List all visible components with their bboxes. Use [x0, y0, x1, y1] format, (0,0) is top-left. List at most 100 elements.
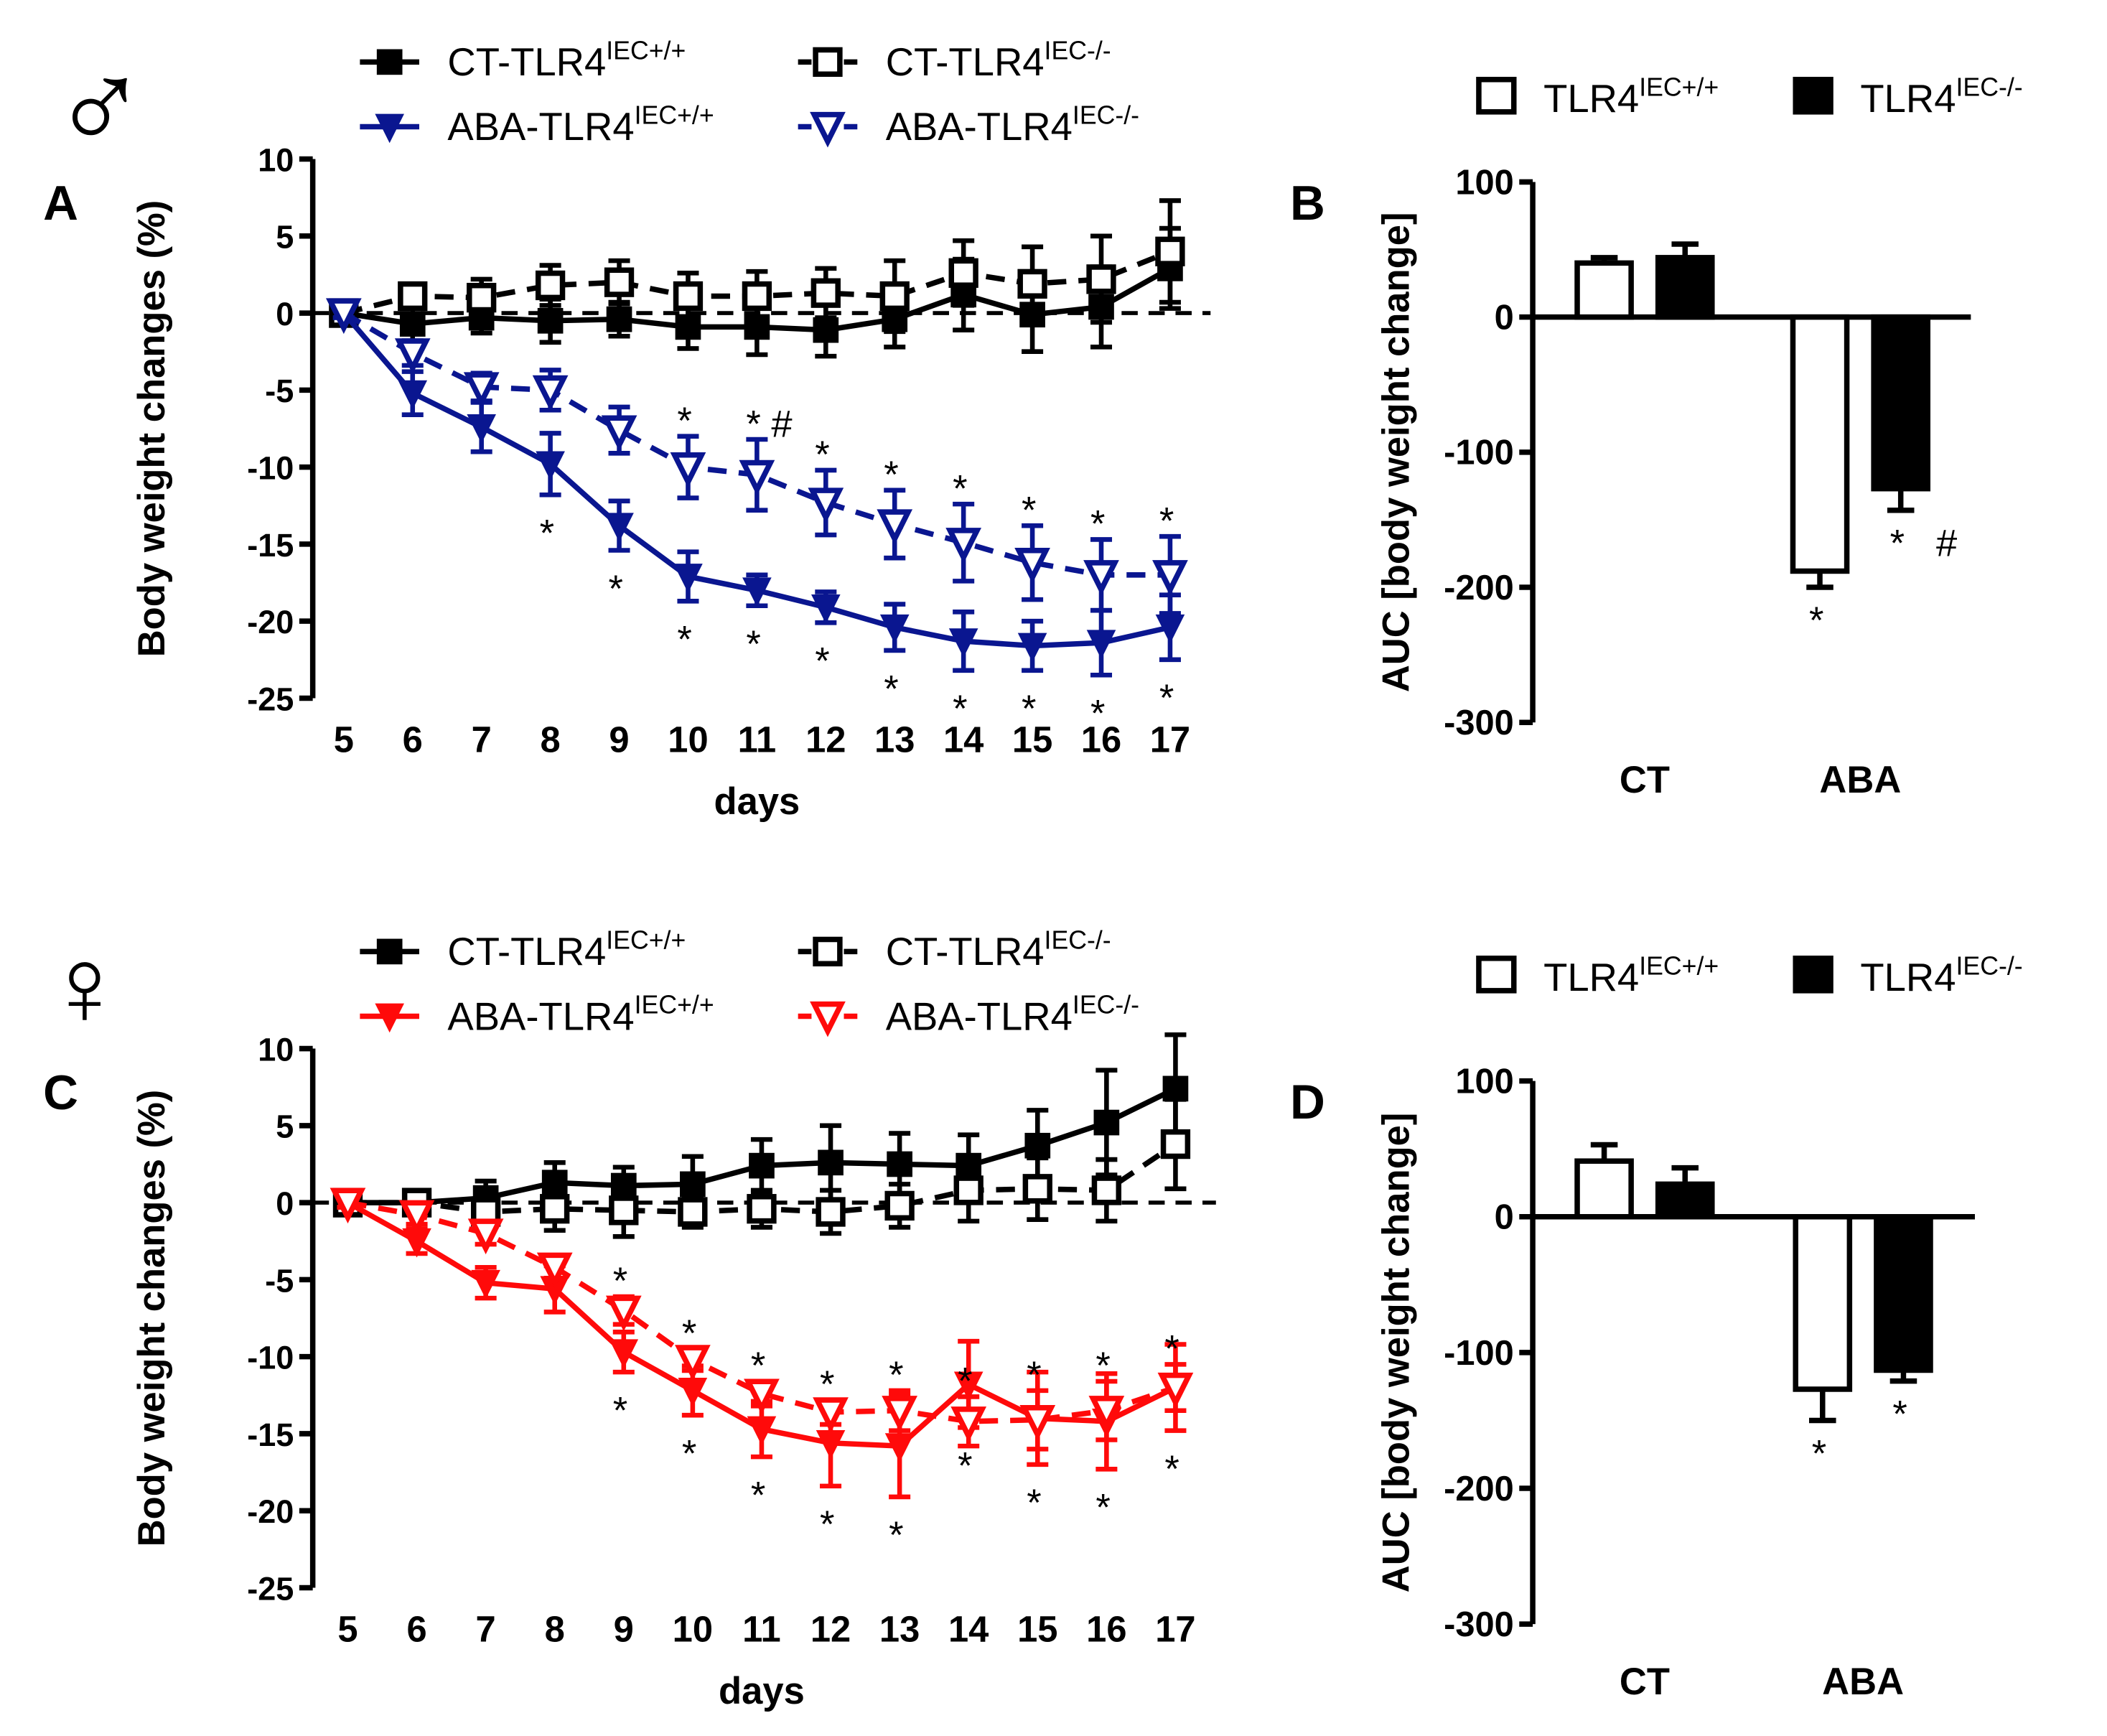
data-point	[1152, 560, 1188, 596]
data-point	[1019, 1404, 1056, 1441]
y-tick-label: -100	[1444, 434, 1514, 472]
legend-label: CT-TLR4IEC-/-	[886, 37, 1111, 85]
data-point	[810, 278, 841, 308]
data-point	[948, 628, 978, 658]
legend-label: ABA-TLR4IEC-/-	[886, 101, 1139, 149]
y-tick-label: -15	[247, 527, 294, 564]
series-aba-tlr4-iec-	[330, 1187, 1194, 1452]
y-tick-label: 100	[1455, 163, 1513, 202]
data-point	[884, 1190, 915, 1221]
y-tick-label: -5	[265, 373, 294, 409]
y-tick-label: -20	[247, 1493, 294, 1530]
panel-label: A	[43, 177, 78, 230]
data-point	[879, 281, 910, 312]
y-tick-label: -10	[247, 450, 294, 487]
y-tick-label: 0	[1495, 1198, 1514, 1237]
data-point	[398, 380, 428, 410]
legend-marker	[375, 1003, 404, 1033]
x-tick-label: 10	[673, 1609, 713, 1650]
x-category-label: ABA	[1819, 759, 1901, 801]
data-point	[606, 306, 632, 332]
significance-marker: *	[1095, 1345, 1110, 1387]
x-tick-label: 12	[805, 719, 846, 760]
y-axis-title: AUC [body weight change]	[1375, 213, 1417, 693]
bar	[1655, 255, 1715, 320]
x-tick-label: 10	[668, 719, 708, 760]
legend-label: ABA-TLR4IEC+/+	[447, 101, 714, 149]
significance-marker: *	[677, 619, 691, 661]
legend-label: CT-TLR4IEC-/-	[886, 926, 1111, 974]
data-point	[467, 1218, 504, 1255]
data-point	[953, 1371, 984, 1401]
significance-marker: *	[1027, 1354, 1041, 1396]
panel-b-bar-chart: 100 0 -100 -200 -300 AUC [body weight change]…	[1290, 73, 2023, 801]
data-point	[678, 1378, 708, 1407]
data-point	[536, 1252, 573, 1289]
y-tick-label: -100	[1444, 1334, 1514, 1373]
significance-marker: *	[953, 467, 967, 510]
data-point	[742, 577, 772, 607]
x-axis-title: days	[714, 780, 800, 823]
data-point	[816, 1197, 846, 1227]
y-tick-label: 0	[276, 296, 294, 332]
significance-marker: * #	[1890, 523, 1958, 565]
data-point	[535, 270, 566, 301]
bar	[1574, 1158, 1634, 1220]
significance-marker: *	[1027, 1482, 1041, 1524]
bar	[1655, 1181, 1715, 1220]
significance-marker: *	[1164, 1328, 1179, 1371]
data-point	[1014, 548, 1050, 584]
data-point	[813, 317, 839, 343]
panel-label: D	[1290, 1075, 1325, 1129]
y-axis-title: AUC [body weight change]	[1375, 1113, 1417, 1593]
y-tick-label: 5	[276, 1109, 294, 1145]
significance-marker: *	[820, 1503, 834, 1546]
data-point	[536, 451, 565, 481]
data-point	[1160, 1129, 1191, 1159]
legend-swatch	[1476, 77, 1517, 115]
significance-marker: *	[540, 513, 554, 555]
data-point	[680, 1171, 706, 1198]
y-tick-label: -20	[247, 604, 294, 640]
x-tick-label: 15	[1012, 719, 1052, 760]
x-tick-label: 6	[406, 1609, 426, 1650]
data-point	[747, 1194, 777, 1224]
significance-marker: *	[613, 1260, 627, 1302]
series-aba-tlr4-iec-	[333, 1190, 1190, 1500]
significance-marker: *	[1812, 1432, 1826, 1475]
x-tick-label: 15	[1017, 1609, 1057, 1650]
legend: CT-TLR4IEC+/+ CT-TLR4IEC-/- ABA-TLR4IEC+/+…	[360, 37, 1139, 149]
legend-swatch	[1793, 956, 1833, 994]
legend-label: TLR4IEC-/-	[1860, 73, 2022, 121]
significance-marker: *	[751, 1345, 765, 1387]
data-point	[742, 281, 772, 312]
data-point	[540, 1194, 570, 1224]
significance-marker: *	[677, 400, 691, 442]
legend: TLR4IEC+/+ TLR4IEC-/-	[1476, 73, 2023, 121]
x-tick-label: 16	[1086, 1609, 1126, 1650]
y-tick-label: 100	[1455, 1063, 1513, 1101]
significance-marker: *	[682, 1433, 696, 1475]
data-point	[1093, 1109, 1120, 1136]
legend-label: CT-TLR4IEC+/+	[447, 926, 686, 974]
y-tick-label: -200	[1444, 569, 1514, 607]
data-point	[325, 298, 362, 335]
y-tick-label: -10	[247, 1340, 294, 1376]
significance-marker: *	[884, 454, 898, 496]
data-point	[399, 311, 426, 337]
legend-label: TLR4IEC-/-	[1860, 951, 2022, 999]
data-point	[467, 414, 496, 444]
data-point	[1017, 269, 1047, 299]
data-point	[609, 1339, 639, 1368]
significance-marker: *	[1159, 500, 1174, 542]
data-point	[673, 281, 704, 312]
data-point	[398, 281, 428, 312]
data-point	[463, 372, 500, 409]
data-point	[398, 1200, 435, 1236]
legend-marker	[813, 47, 843, 78]
y-tick-label: -25	[247, 681, 294, 717]
data-point	[811, 594, 841, 624]
data-point	[877, 509, 913, 546]
significance-marker: *	[958, 1445, 972, 1488]
